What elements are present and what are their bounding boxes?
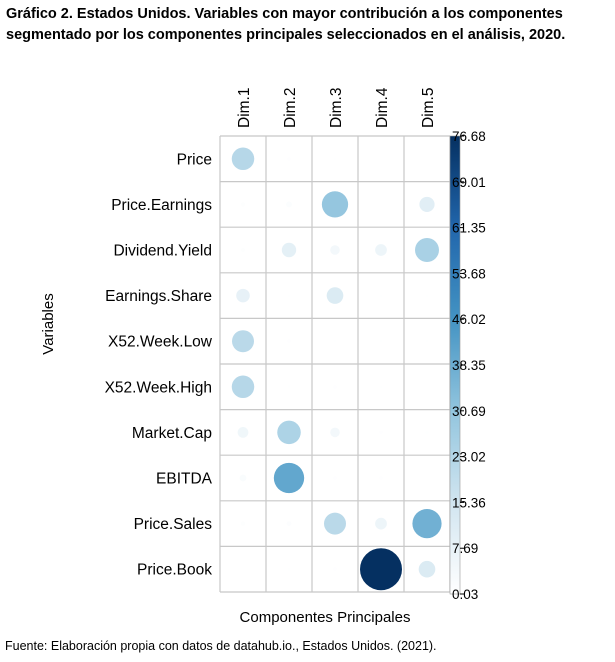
color-bar-tick-label: 15.36 <box>452 495 486 510</box>
value-circle <box>286 201 292 208</box>
color-bar-tick-label: 61.35 <box>452 221 486 236</box>
color-bar-tick-label: 7.69 <box>452 541 478 556</box>
value-circle <box>286 521 292 526</box>
row-label: Market.Cap <box>132 425 212 442</box>
value-circle <box>240 521 246 526</box>
value-circle <box>321 191 349 218</box>
value-circle <box>237 427 249 438</box>
color-bar: 76.68 69.01 61.35 53.68 46.02 38.35 30.69 23.02… <box>449 129 486 602</box>
row-label: Price <box>177 151 212 168</box>
y-axis-label: Variables <box>40 293 57 354</box>
value-circle <box>380 203 382 206</box>
value-circle <box>425 431 429 434</box>
x-axis-label: Componentes Principales <box>240 609 411 626</box>
row-label: Price.Book <box>137 562 212 579</box>
value-circle <box>236 288 250 303</box>
value-circle <box>242 568 244 570</box>
value-circle <box>231 375 255 399</box>
value-circle <box>231 147 255 171</box>
value-circle <box>273 462 305 494</box>
value-circle <box>379 294 383 297</box>
value-circle <box>287 157 291 161</box>
value-circle <box>375 517 387 530</box>
value-circle <box>277 420 301 445</box>
value-circle <box>232 330 254 353</box>
row-label: Dividend.Yield <box>113 243 212 260</box>
color-bar-tick-label: 53.68 <box>452 266 486 281</box>
color-bar-tick-label: 46.02 <box>452 312 486 327</box>
value-circle <box>379 385 383 388</box>
value-circle <box>239 474 247 482</box>
row-label: Earnings.Share <box>105 288 212 305</box>
value-circle <box>333 340 337 343</box>
value-circle <box>333 476 337 480</box>
value-circle <box>333 385 337 389</box>
value-circle <box>375 244 387 256</box>
value-circle <box>333 567 337 571</box>
value-circle <box>425 294 429 297</box>
color-bar-tick-label: 69.01 <box>452 175 486 190</box>
color-bar-tick-label: 0.03 <box>452 587 478 602</box>
value-circle <box>287 339 291 343</box>
value-circle <box>379 340 383 343</box>
value-circle <box>333 157 337 160</box>
row-label: Price.Sales <box>134 516 213 533</box>
value-circle <box>380 158 382 160</box>
color-bar-tick-label: 30.69 <box>452 404 486 419</box>
value-circle <box>240 202 246 207</box>
row-labels: Price Price.Earnings Dividend.Yield Earning… <box>105 151 213 578</box>
chart-title: Gráfico 2. Estados Unidos. Variables con… <box>6 4 611 46</box>
color-bar-tick-label: 38.35 <box>452 358 486 373</box>
chart-title-line-1: Gráfico 2. Estados Unidos. Variables con… <box>6 6 563 22</box>
value-circle <box>360 548 402 591</box>
row-label: Price.Earnings <box>111 197 212 214</box>
value-circle <box>330 427 340 438</box>
value-circle <box>281 242 297 258</box>
value-circle <box>426 158 428 160</box>
value-circle <box>379 476 383 480</box>
chart-title-line-2: segmentado por los componentes principal… <box>6 27 566 43</box>
color-bar-tick-label: 76.68 <box>452 129 486 144</box>
value-circle <box>412 509 442 539</box>
value-circle <box>326 287 344 304</box>
row-label: EBITDA <box>156 471 213 488</box>
value-circle <box>419 196 435 212</box>
column-label: Dim.3 <box>328 88 345 128</box>
value-circle <box>418 560 436 578</box>
color-bar-tick-label: 23.02 <box>452 450 486 465</box>
value-circle <box>426 477 428 479</box>
value-circle <box>379 430 383 435</box>
value-circle <box>240 247 246 253</box>
source-note: Fuente: Elaboración propia con datos de … <box>5 639 437 653</box>
column-label: Dim.2 <box>282 88 299 128</box>
row-label: X52.Week.Low <box>108 334 213 351</box>
plot-grid <box>219 135 451 593</box>
row-label: X52.Week.High <box>105 379 212 396</box>
value-circle <box>287 294 291 297</box>
value-circle <box>324 512 346 535</box>
value-circle <box>287 385 291 389</box>
plot-circles <box>231 147 442 591</box>
value-circle <box>330 245 340 255</box>
value-circle <box>426 386 428 388</box>
column-labels: Dim.1 Dim.2 Dim.3 Dim.4 Dim.5 <box>236 87 437 128</box>
value-circle <box>425 340 429 343</box>
column-label: Dim.5 <box>420 88 437 128</box>
column-label: Dim.1 <box>236 88 253 128</box>
value-circle <box>415 238 439 262</box>
value-circle <box>287 567 291 571</box>
column-label: Dim.4 <box>374 87 391 128</box>
